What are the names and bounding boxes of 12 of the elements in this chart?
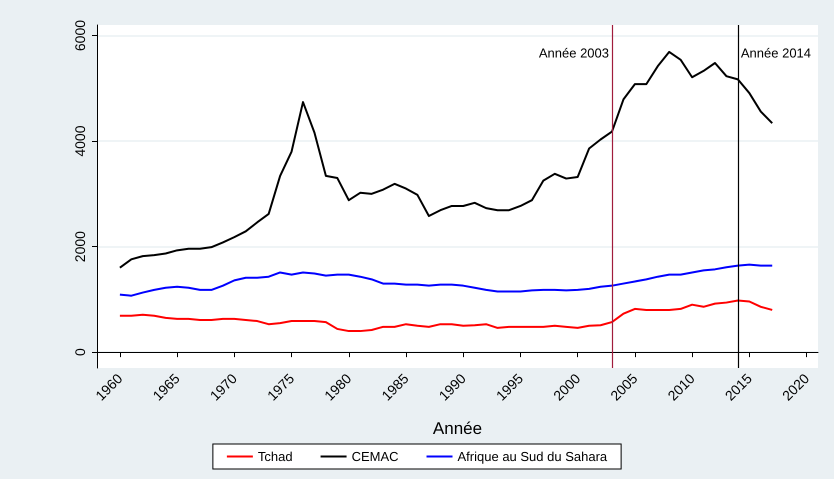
legend-label: Tchad <box>258 449 293 464</box>
legend-label: CEMAC <box>352 449 399 464</box>
ref-line-label: Année 2003 <box>538 46 609 60</box>
line-series <box>118 264 774 297</box>
y-tick-label: 6000 <box>72 20 88 52</box>
line-series <box>118 299 774 332</box>
y-tick-label: 0 <box>72 348 88 356</box>
y-tick-label: 2000 <box>72 230 88 262</box>
x-axis-title: Année <box>432 419 482 438</box>
y-tick-label: 4000 <box>72 125 88 157</box>
legend-label: Afrique au Sud du Sahara <box>458 449 608 464</box>
ref-line-label: Année 2014 <box>740 46 812 60</box>
